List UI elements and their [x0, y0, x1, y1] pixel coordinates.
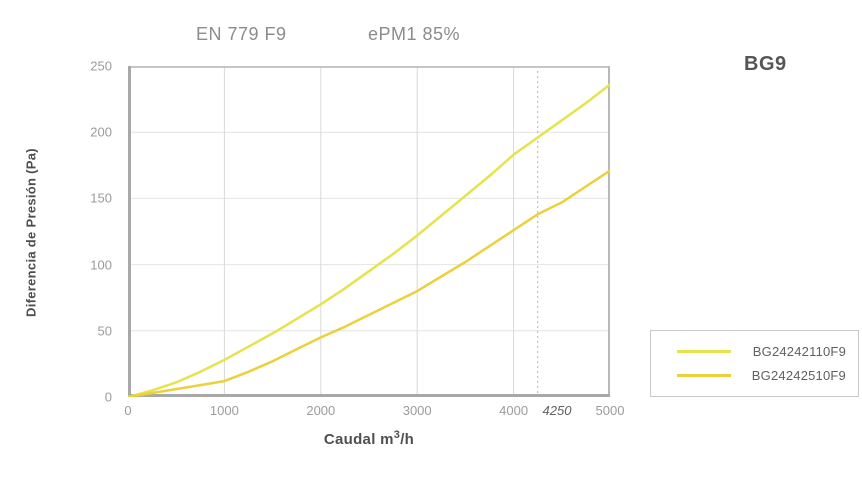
filter-class-epm1-label: ePM1 85%	[368, 24, 461, 44]
model-label: BG9	[744, 53, 787, 75]
legend-box: BG24242110F9 BG24242510F9	[650, 330, 859, 397]
x-axis-title-superscript: 3	[393, 429, 401, 441]
y-axis-title: Diferencia de Presión (Pa)	[23, 148, 39, 317]
legend-label: BG24242510F9	[751, 368, 846, 383]
series-curve-BG24242510F9	[128, 169, 610, 397]
y-tick-100: 100	[90, 257, 112, 273]
x-tick-4250-annotation: 4250	[542, 403, 572, 418]
legend-item: BG24242110F9	[677, 344, 846, 359]
x-tick-0: 0	[124, 403, 132, 418]
y-tick-150: 150	[90, 190, 112, 206]
legend-label: BG24242110F9	[752, 344, 846, 359]
x-axis-title-suffix: /h	[400, 431, 415, 448]
x-axis-title: Caudal m3/h	[128, 429, 610, 448]
x-tick-5000: 5000	[595, 403, 625, 418]
x-tick-1000: 1000	[209, 403, 239, 418]
legend-item: BG24242510F9	[677, 368, 846, 383]
series-line-swatch	[677, 350, 731, 353]
y-tick-50: 50	[97, 323, 112, 339]
series-line-swatch	[677, 374, 731, 377]
filter-class-en779-label: EN 779 F9	[196, 24, 287, 44]
y-tick-250: 250	[90, 58, 112, 74]
x-axis-ticks: 0 1000 2000 3000 4000 4250 5000	[124, 403, 624, 421]
x-tick-4000: 4000	[499, 403, 529, 418]
chart-plot-svg	[128, 66, 610, 397]
y-tick-200: 200	[90, 124, 112, 140]
series-curve-BG24242110F9	[128, 83, 610, 397]
x-tick-2000: 2000	[306, 403, 336, 418]
y-tick-0: 0	[104, 389, 112, 405]
y-axis-ticks: 250 200 150 100 50 0	[78, 59, 120, 405]
x-tick-3000: 3000	[402, 403, 432, 418]
x-axis-title-prefix: Caudal m	[323, 431, 394, 448]
plot-area	[128, 66, 610, 397]
